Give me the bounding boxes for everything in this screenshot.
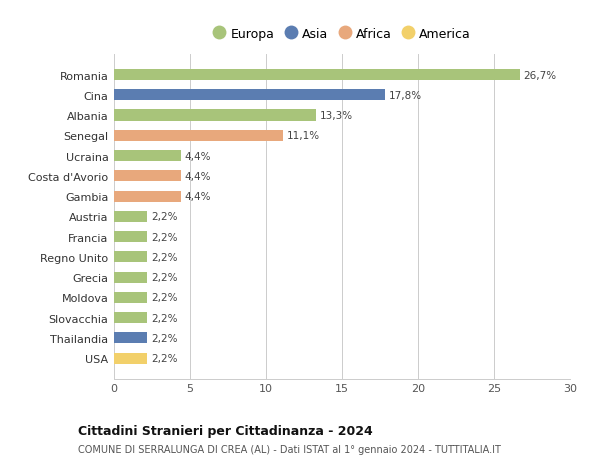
Bar xyxy=(114,231,148,243)
Bar xyxy=(114,292,148,303)
Bar xyxy=(114,171,181,182)
Text: 13,3%: 13,3% xyxy=(320,111,353,121)
Text: 26,7%: 26,7% xyxy=(524,70,557,80)
Bar xyxy=(114,151,181,162)
Bar xyxy=(114,110,316,121)
Text: 2,2%: 2,2% xyxy=(151,273,178,283)
Bar xyxy=(114,272,148,283)
Bar xyxy=(114,70,520,81)
Text: 2,2%: 2,2% xyxy=(151,293,178,303)
Text: 4,4%: 4,4% xyxy=(185,192,211,202)
Legend: Europa, Asia, Africa, America: Europa, Asia, Africa, America xyxy=(208,22,476,45)
Bar xyxy=(114,191,181,202)
Text: 2,2%: 2,2% xyxy=(151,333,178,343)
Bar xyxy=(114,333,148,344)
Text: Cittadini Stranieri per Cittadinanza - 2024: Cittadini Stranieri per Cittadinanza - 2… xyxy=(78,425,373,437)
Text: 2,2%: 2,2% xyxy=(151,313,178,323)
Text: 17,8%: 17,8% xyxy=(388,90,421,101)
Text: 11,1%: 11,1% xyxy=(287,131,320,141)
Bar xyxy=(114,130,283,141)
Bar xyxy=(114,90,385,101)
Bar xyxy=(114,252,148,263)
Bar xyxy=(114,313,148,324)
Text: COMUNE DI SERRALUNGA DI CREA (AL) - Dati ISTAT al 1° gennaio 2024 - TUTTITALIA.I: COMUNE DI SERRALUNGA DI CREA (AL) - Dati… xyxy=(78,444,501,454)
Text: 2,2%: 2,2% xyxy=(151,252,178,262)
Text: 2,2%: 2,2% xyxy=(151,232,178,242)
Text: 4,4%: 4,4% xyxy=(185,172,211,181)
Bar xyxy=(114,353,148,364)
Text: 4,4%: 4,4% xyxy=(185,151,211,161)
Text: 2,2%: 2,2% xyxy=(151,212,178,222)
Text: 2,2%: 2,2% xyxy=(151,353,178,364)
Bar xyxy=(114,211,148,223)
